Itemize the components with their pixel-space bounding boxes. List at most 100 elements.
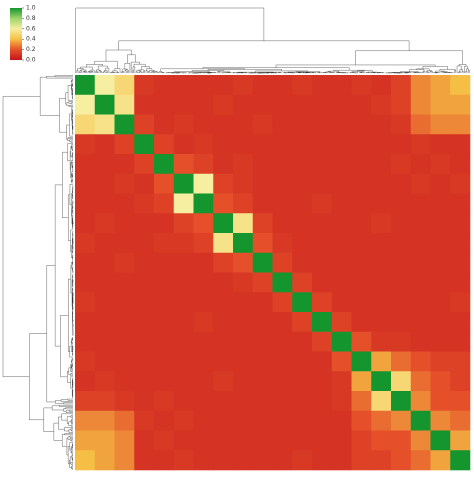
heatmap-cell xyxy=(312,94,333,115)
heatmap-cell xyxy=(213,114,234,135)
heatmap-cell xyxy=(75,173,96,194)
heatmap-cell xyxy=(75,331,96,352)
heatmap-cell xyxy=(450,312,471,333)
heatmap-cell xyxy=(331,233,352,254)
heatmap-cell xyxy=(351,272,372,293)
heatmap-cell xyxy=(331,292,352,313)
heatmap-cell xyxy=(430,213,451,234)
heatmap-cell xyxy=(154,430,175,451)
heatmap-cell xyxy=(312,450,333,471)
heatmap-cell xyxy=(213,75,234,96)
heatmap-cell xyxy=(233,450,254,471)
heatmap-cell xyxy=(134,134,155,155)
heatmap-cell xyxy=(312,391,333,412)
heatmap-cell xyxy=(450,193,471,214)
heatmap-cell xyxy=(252,233,273,254)
heatmap-cell xyxy=(312,371,333,392)
heatmap-cell xyxy=(450,371,471,392)
heatmap-cell xyxy=(430,351,451,372)
heatmap-cell xyxy=(134,430,155,451)
heatmap-cell xyxy=(233,391,254,412)
heatmap-cell xyxy=(114,233,135,254)
heatmap-cell xyxy=(410,252,431,273)
heatmap-cell xyxy=(331,114,352,135)
heatmap-cell xyxy=(233,292,254,313)
heatmap-cell xyxy=(351,233,372,254)
heatmap-cell xyxy=(272,154,293,175)
heatmap-cell xyxy=(233,430,254,451)
heatmap-cell xyxy=(252,430,273,451)
heatmap-cell xyxy=(213,134,234,155)
heatmap-cell xyxy=(272,331,293,352)
heatmap-cell xyxy=(450,331,471,352)
heatmap-cell xyxy=(272,213,293,234)
heatmap-cell xyxy=(272,371,293,392)
heatmap-cell xyxy=(134,154,155,175)
heatmap-cell xyxy=(430,292,451,313)
heatmap-cell xyxy=(233,134,254,155)
heatmap-cell xyxy=(173,272,194,293)
heatmap-cell xyxy=(312,430,333,451)
heatmap-cell xyxy=(292,193,313,214)
heatmap-cell xyxy=(134,450,155,471)
heatmap-cell xyxy=(154,292,175,313)
heatmap-cell xyxy=(312,351,333,372)
heatmap-cell xyxy=(331,351,352,372)
heatmap-cell xyxy=(312,134,333,155)
heatmap-cell xyxy=(154,193,175,214)
heatmap-cell xyxy=(331,272,352,293)
colorbar-tick-label: 1.0 xyxy=(26,5,36,12)
heatmap-cell xyxy=(94,430,115,451)
heatmap-cell xyxy=(351,193,372,214)
heatmap-cell xyxy=(252,410,273,431)
heatmap-cell xyxy=(114,252,135,273)
heatmap-cell xyxy=(391,450,412,471)
heatmap-cell xyxy=(252,134,273,155)
heatmap-cell xyxy=(114,371,135,392)
heatmap-cell xyxy=(450,450,471,471)
heatmap-cell xyxy=(193,312,214,333)
heatmap-cell xyxy=(233,213,254,234)
heatmap-cell xyxy=(410,134,431,155)
heatmap-cell xyxy=(114,94,135,115)
heatmap-cell xyxy=(94,312,115,333)
heatmap-cell xyxy=(331,371,352,392)
heatmap-cell xyxy=(371,391,392,412)
heatmap-cell xyxy=(292,430,313,451)
heatmap-cell xyxy=(312,252,333,273)
heatmap-cell xyxy=(292,391,313,412)
heatmap-cell xyxy=(272,134,293,155)
colorbar-tick-label: 0.6 xyxy=(26,25,36,32)
heatmap-cell xyxy=(193,114,214,135)
colorbar-tick-label: 0.4 xyxy=(26,36,36,43)
heatmap-cell xyxy=(193,292,214,313)
colorbar-tick-label: 0.8 xyxy=(26,15,36,22)
heatmap-cell xyxy=(173,312,194,333)
heatmap-cell xyxy=(450,292,471,313)
heatmap-cell xyxy=(351,173,372,194)
heatmap-cell xyxy=(292,312,313,333)
heatmap-cell xyxy=(391,312,412,333)
heatmap-cell xyxy=(173,331,194,352)
heatmap-cell xyxy=(114,410,135,431)
heatmap-cell xyxy=(410,312,431,333)
heatmap-cell xyxy=(410,371,431,392)
heatmap-cell xyxy=(114,331,135,352)
heatmap-cell xyxy=(430,193,451,214)
heatmap-cell xyxy=(371,410,392,431)
heatmap-cell xyxy=(450,391,471,412)
heatmap-cell xyxy=(272,173,293,194)
heatmap-cell xyxy=(371,154,392,175)
heatmap-cell xyxy=(75,233,96,254)
heatmap-cell xyxy=(154,114,175,135)
heatmap-cell xyxy=(391,193,412,214)
heatmap-cell xyxy=(371,331,392,352)
heatmap-cell xyxy=(94,272,115,293)
heatmap-cell xyxy=(154,173,175,194)
heatmap-cell xyxy=(391,292,412,313)
heatmap-cell xyxy=(430,331,451,352)
heatmap-cell xyxy=(331,312,352,333)
heatmap-cell xyxy=(292,154,313,175)
heatmap-cell xyxy=(154,134,175,155)
